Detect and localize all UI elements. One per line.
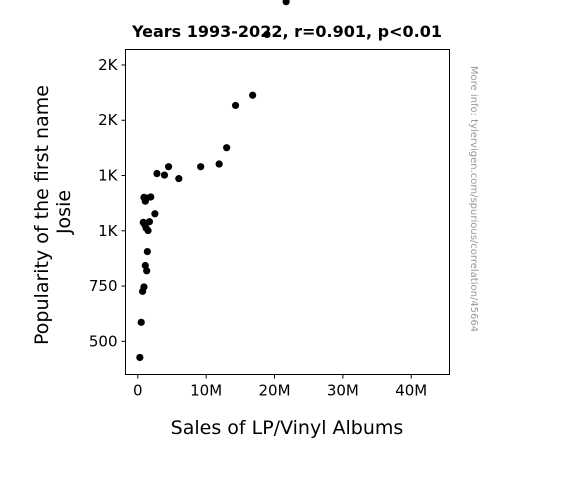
data-points	[136, 0, 290, 362]
data-point	[140, 283, 148, 291]
data-point	[263, 30, 271, 39]
data-point	[137, 318, 145, 326]
data-point	[153, 169, 161, 178]
data-point	[175, 175, 183, 183]
data-point	[282, 0, 290, 6]
x-tick-label: 30M	[327, 382, 359, 400]
y-tick-label: 2K	[98, 56, 119, 74]
data-point	[139, 218, 147, 226]
data-point	[223, 144, 231, 152]
y-tick-label: 1K	[98, 222, 119, 240]
x-tick-label: 40M	[395, 382, 427, 400]
y-tick-label: 1K	[98, 167, 119, 185]
x-tick-label: 0	[133, 382, 143, 400]
data-point	[136, 353, 144, 362]
data-point	[147, 193, 155, 201]
data-point	[145, 218, 154, 226]
data-point	[197, 163, 205, 171]
data-point	[143, 267, 151, 275]
chart-title: Years 1993-2022, r=0.901, p<0.01	[131, 22, 442, 41]
watermark: More info: tylervigen.com/spurious/corre…	[468, 66, 479, 332]
y-tick-label: 2K	[98, 111, 119, 129]
x-tick-label: 10M	[190, 382, 222, 400]
x-axis-label: Sales of LP/Vinyl Albums	[171, 417, 404, 439]
data-point	[164, 163, 173, 171]
x-tick-label: 20M	[258, 382, 290, 400]
y-axis-ticks: 500 750 1K 1K 2K 2K	[89, 56, 126, 350]
plot-area-frame	[125, 49, 450, 375]
data-point	[215, 160, 223, 168]
data-point	[249, 91, 257, 99]
data-point	[151, 210, 159, 218]
y-axis-label-line-1: Popularity of the first name	[31, 85, 53, 345]
data-point	[231, 101, 240, 110]
y-tick-label: 500	[89, 332, 118, 350]
y-axis-label-line-2: Josie	[53, 190, 75, 235]
data-point	[143, 247, 151, 256]
x-axis-ticks: 0 10M 20M 30M 40M	[133, 374, 427, 400]
y-tick-label: 750	[89, 277, 118, 295]
data-point	[160, 171, 169, 179]
y-axis-label: Popularity of the first name Josie	[31, 79, 75, 345]
